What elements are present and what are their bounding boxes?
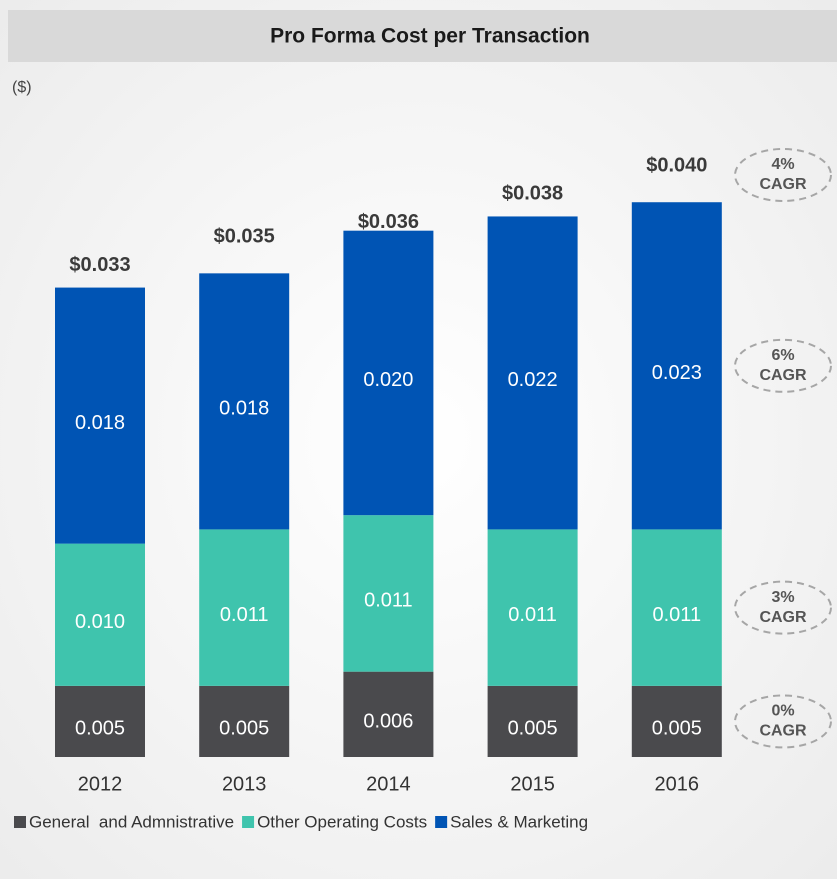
x-tick-label: 2014 — [366, 773, 411, 795]
bar-segment — [199, 529, 290, 686]
cagr-rate: 3% — [771, 589, 794, 606]
cagr-caption: CAGR — [759, 609, 807, 626]
chart-title: Pro Forma Cost per Transaction — [270, 25, 590, 48]
value-label: 0.005 — [508, 718, 558, 740]
cagr-rate: 0% — [771, 703, 794, 720]
bar-segment — [55, 543, 145, 686]
value-label: 0.011 — [508, 604, 557, 626]
value-label: 0.006 — [363, 711, 413, 733]
cagr-badge — [734, 338, 832, 393]
total-label: $0.033 — [69, 254, 130, 276]
x-tick-label: 2015 — [510, 773, 555, 795]
value-label: 0.023 — [652, 362, 702, 384]
total-label: $0.036 — [358, 211, 419, 233]
total-label: $0.035 — [214, 225, 275, 247]
bar-segment — [487, 685, 578, 757]
bar-segment — [631, 529, 722, 686]
bar-segment — [199, 273, 290, 530]
value-label: 0.018 — [219, 398, 269, 420]
value-label: 0.005 — [75, 718, 125, 740]
legend-swatch — [14, 816, 26, 828]
cagr-rate: 4% — [771, 156, 794, 173]
legend-swatch — [435, 816, 448, 828]
unit-label: ($) — [12, 79, 32, 96]
legend-label: Other Operating Costs — [257, 812, 427, 831]
x-tick-label: 2016 — [655, 773, 700, 795]
legend-swatch — [242, 816, 255, 828]
x-tick-label: 2012 — [78, 773, 123, 795]
value-label: 0.005 — [219, 718, 269, 740]
value-label: 0.022 — [508, 369, 558, 391]
value-label: 0.011 — [653, 604, 702, 626]
x-tick-label: 2013 — [222, 773, 267, 795]
cagr-caption: CAGR — [759, 367, 807, 384]
bar-segment — [487, 529, 578, 686]
legend-label: Sales & Marketing — [450, 812, 588, 831]
total-label: $0.038 — [502, 183, 563, 205]
value-label: 0.018 — [75, 412, 125, 434]
bar-segment — [343, 671, 434, 757]
value-label: 0.011 — [364, 590, 413, 612]
bar-segment — [487, 216, 578, 530]
cagr-badge — [734, 580, 832, 635]
value-label: 0.011 — [220, 604, 269, 626]
legend-label: General and Admnistrative — [29, 812, 234, 831]
bar-segment — [55, 287, 145, 544]
cagr-badge — [734, 148, 832, 202]
cagr-caption: CAGR — [759, 723, 807, 740]
bar-segment — [55, 685, 145, 757]
bar-segment — [199, 685, 290, 757]
total-label: $0.040 — [646, 154, 707, 176]
bar-segment — [631, 202, 722, 530]
title-band — [8, 10, 837, 62]
value-label: 0.005 — [652, 718, 702, 740]
bar-segment — [631, 685, 722, 757]
value-label: 0.020 — [363, 369, 413, 391]
bar-segment — [343, 230, 434, 516]
cagr-rate: 6% — [771, 347, 794, 364]
cagr-badge — [734, 694, 832, 749]
bar-segment — [343, 515, 434, 672]
cagr-caption: CAGR — [759, 176, 807, 193]
value-label: 0.010 — [75, 611, 125, 633]
